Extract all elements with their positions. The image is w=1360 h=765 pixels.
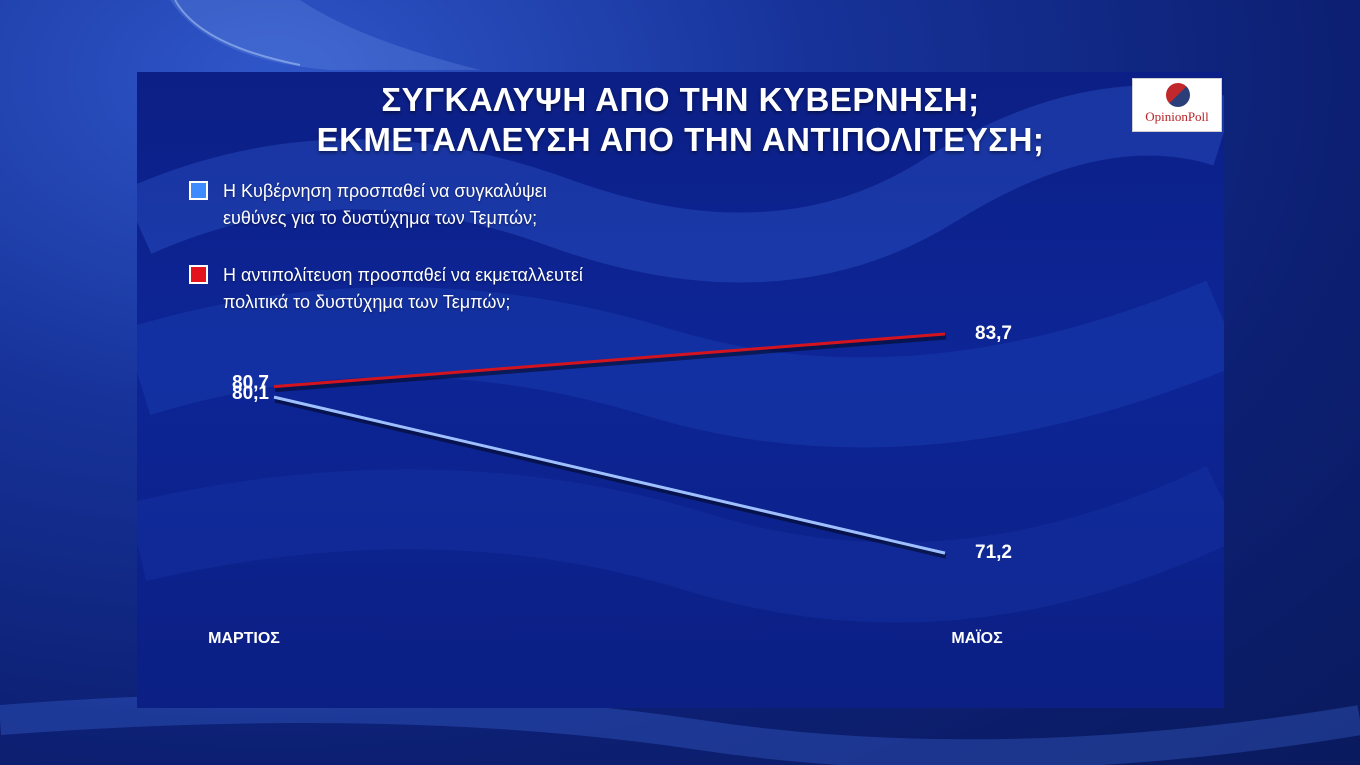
- legend-label-government-line1: Η Κυβέρνηση προσπαθεί να συγκαλύψει: [223, 181, 547, 201]
- legend-label-opposition: Η αντιπολίτευση προσπαθεί να εκμεταλλευτ…: [223, 262, 693, 316]
- data-label-opposition-1: 83,7: [975, 323, 1012, 344]
- chart-title: ΣΥΓΚΑΛΥΨΗ ΑΠΟ ΤΗΝ ΚΥΒΕΡΝΗΣΗ; ΕΚΜΕΤΑΛΛΕΥΣ…: [137, 80, 1224, 160]
- chart-title-line2: ΕΚΜΕΤΑΛΛΕΥΣΗ ΑΠΟ ΤΗΝ ΑΝΤΙΠΟΛΙΤΕΥΣΗ;: [316, 121, 1045, 158]
- category-label-1: ΜΑΪΟΣ: [951, 629, 1003, 647]
- logo-circle-icon: [1166, 83, 1190, 107]
- legend-label-opposition-line2: πολιτικά το δυστύχημα των Τεμπών;: [223, 292, 511, 312]
- legend-label-government-line2: ευθύνες για το δυστύχημα των Τεμπών;: [223, 208, 538, 228]
- data-label-opposition-0: 80,7: [232, 373, 269, 394]
- data-label-government-1: 71,2: [975, 542, 1012, 563]
- category-label-0: ΜΑΡΤΙΟΣ: [208, 630, 280, 647]
- chart-title-line1: ΣΥΓΚΑΛΥΨΗ ΑΠΟ ΤΗΝ ΚΥΒΕΡΝΗΣΗ;: [381, 81, 980, 118]
- line-chart: 80,1 71,2 80,7 83,7 ΜΑΡΤΙΟΣ ΜΑΪΟΣ: [208, 323, 1012, 647]
- series-line-government: [273, 395, 946, 555]
- legend-label-opposition-line1: Η αντιπολίτευση προσπαθεί να εκμεταλλευτ…: [223, 265, 583, 285]
- legend-label-government: Η Κυβέρνηση προσπαθεί να συγκαλύψει ευθύ…: [223, 178, 693, 232]
- series-line-opposition: [273, 332, 946, 389]
- legend-swatch-blue: [189, 181, 208, 200]
- series-line-shadow-opposition: [274, 334, 947, 393]
- chart-panel: ΣΥΓΚΑΛΥΨΗ ΑΠΟ ΤΗΝ ΚΥΒΕΡΝΗΣΗ; ΕΚΜΕΤΑΛΛΕΥΣ…: [137, 72, 1224, 708]
- panel-wave-decoration: [137, 85, 1224, 623]
- legend-swatch-red: [189, 265, 208, 284]
- series-line-shadow-government: [274, 397, 947, 559]
- logo-text: OpinionPoll: [1145, 109, 1209, 124]
- opinionpoll-logo: OpinionPoll: [1132, 78, 1222, 132]
- data-label-government-0: 80,1: [232, 383, 269, 404]
